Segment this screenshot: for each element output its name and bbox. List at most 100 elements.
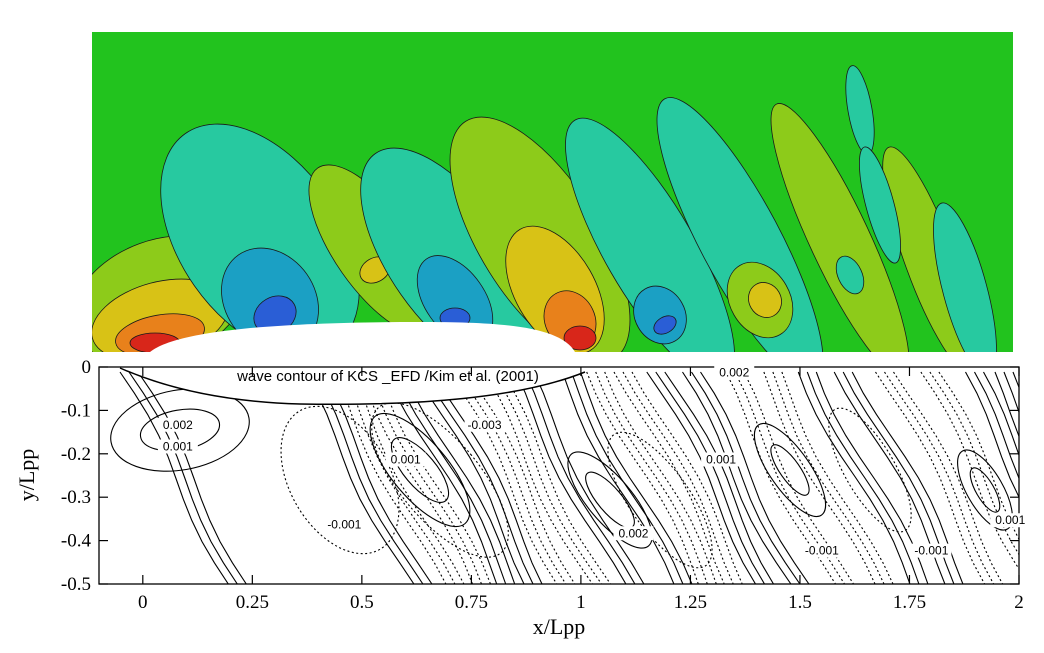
negative-contour-line [334, 371, 447, 584]
positive-contour-line [579, 371, 693, 584]
positive-contour-line [533, 371, 645, 584]
positive-contour-loop [390, 437, 450, 503]
negative-contour-line [920, 371, 1019, 570]
positive-contour-line [797, 371, 911, 584]
experimental-contour-plot: 0 0.25 0.5 0.75 1 1.25 1.5 1.75 2 0 -0.1 -0.2 -0.3 -… [14, 357, 1031, 639]
negative-contour-line [360, 371, 474, 584]
wave-band [633, 285, 687, 345]
x-tick-label: 1.5 [788, 592, 812, 613]
y-axis-label: y/Lpp [14, 449, 39, 502]
negative-contour-loop [280, 405, 400, 555]
positive-contour-line [570, 371, 684, 584]
positive-contour-line [1012, 371, 1019, 389]
x-tick-label: 0 [138, 592, 148, 613]
negative-contour-line [492, 371, 602, 584]
negative-contour-line [604, 371, 717, 584]
negative-contour-line [465, 371, 576, 584]
positive-contour-loop [567, 451, 653, 549]
negative-contour-line [622, 371, 734, 584]
x-tick-label: 0.75 [455, 592, 488, 613]
contour-label-background [701, 452, 742, 467]
wave-band [653, 315, 677, 335]
y-tick-label: -0.5 [61, 574, 91, 595]
y-axis-ticks: 0 -0.1 -0.2 -0.3 -0.4 -0.5 [61, 357, 1019, 595]
contour-label-background [990, 513, 1031, 528]
positive-contour-line [655, 371, 765, 584]
contour-label: 0.001 [391, 452, 421, 466]
wave-crest-trough-regions [92, 65, 997, 352]
x-tick-label: 2 [1014, 592, 1024, 613]
x-tick-label: 1 [576, 592, 586, 613]
positive-contour-line [119, 371, 229, 584]
positive-contour-line [515, 371, 627, 584]
positive-contour-line [965, 371, 1019, 499]
positive-contour-line [682, 371, 792, 584]
contour-label-background [911, 543, 952, 558]
legend-text: wave contour of KCS _EFD /Kim et al. (20… [236, 368, 539, 385]
positive-contour-loop [957, 449, 1013, 531]
contour-value-labels: 0.002 0.001 -0.001 0.001 -0.003 0.002 0.001 -0.… [157, 365, 1031, 558]
positive-contour-line [994, 371, 1019, 438]
negative-contour-line [938, 371, 1019, 541]
ship-hull-outline [119, 367, 586, 406]
positive-contour-line [431, 371, 543, 584]
positive-contour-line [413, 371, 525, 584]
contour-label: 0.002 [163, 418, 193, 432]
positive-contour-line [402, 371, 516, 584]
positive-contour-loop [110, 388, 250, 472]
wave-band [933, 202, 997, 352]
contour-label-background [157, 417, 198, 432]
contour-label: -0.001 [327, 518, 361, 532]
wave-band [563, 325, 597, 351]
negative-contour-line [884, 371, 995, 584]
contour-label-background [613, 526, 654, 541]
positive-contour-loop [369, 412, 471, 528]
wave-elevation-colormap [92, 32, 1013, 352]
negative-contour-loop [371, 402, 509, 558]
negative-contour-line [781, 371, 894, 584]
contour-label: -0.001 [914, 544, 948, 558]
negative-contour-line [595, 371, 708, 584]
wave-band [859, 146, 901, 264]
x-axis-ticks: 0 0.25 0.5 0.75 1 1.25 1.5 1.75 2 [138, 367, 1024, 613]
x-axis-label: x/Lpp [533, 614, 586, 639]
positive-contour-line [313, 371, 424, 584]
negative-contour-line [483, 371, 593, 584]
contour-label: -0.001 [805, 544, 839, 558]
negative-contour-line [369, 371, 483, 584]
y-tick-label: -0.1 [61, 400, 91, 421]
x-tick-label: 0.5 [350, 592, 374, 613]
contour-lines [110, 371, 1019, 584]
negative-contour-line [501, 371, 611, 584]
positive-contour-line [806, 371, 920, 584]
contour-label: 0.002 [719, 366, 749, 380]
positive-contour-loop [753, 422, 827, 518]
positive-contour-line [691, 371, 801, 584]
negative-contour-line [447, 371, 558, 584]
positive-contour-line [1003, 371, 1019, 414]
contour-label-background [385, 452, 426, 467]
x-tick-label: 1.25 [674, 592, 707, 613]
negative-contour-line [893, 371, 1004, 584]
contour-label: -0.003 [468, 418, 502, 432]
contour-label-background [464, 417, 505, 432]
x-tick-label: 1.75 [893, 592, 926, 613]
negative-contour-line [763, 371, 876, 584]
contour-label-background [714, 365, 755, 380]
wave-band [835, 255, 865, 295]
contour-label: 0.001 [995, 513, 1025, 527]
negative-contour-line [929, 371, 1019, 556]
y-tick-label: -0.3 [61, 487, 91, 508]
wave-band [748, 282, 782, 318]
positive-contour-line [983, 371, 1019, 457]
x-tick-label: 0.25 [236, 592, 269, 613]
contour-label-background [324, 517, 365, 532]
positive-contour-line [128, 371, 238, 584]
negative-contour-line [772, 371, 885, 584]
negative-contour-line [378, 371, 492, 584]
positive-contour-line [422, 371, 534, 584]
negative-contour-line [586, 371, 699, 584]
contour-label-background [801, 543, 842, 558]
contour-label-background [157, 439, 198, 454]
